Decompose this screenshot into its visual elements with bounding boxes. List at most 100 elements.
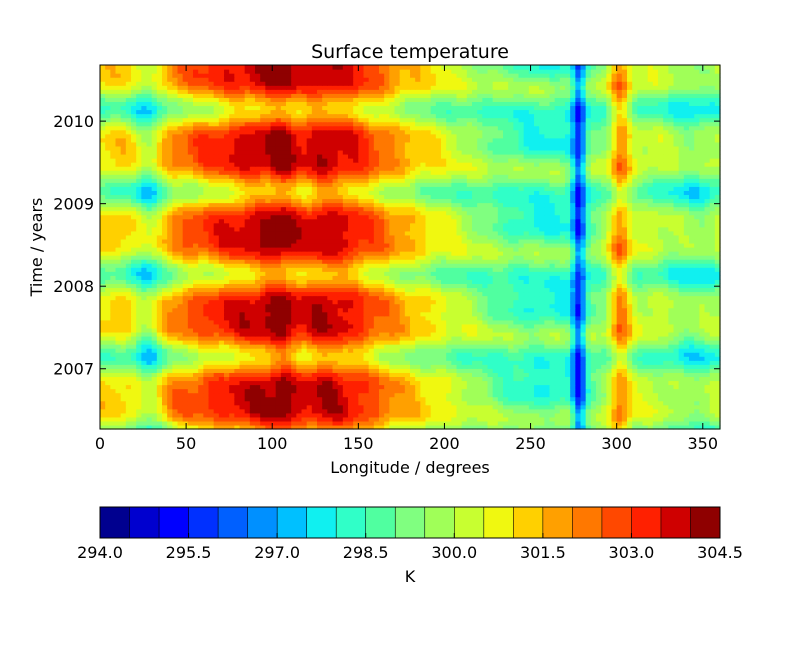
heatmap-cell (508, 348, 514, 353)
heatmap-cell (621, 295, 628, 301)
heatmap-cell (208, 291, 215, 297)
heatmap-cell (570, 348, 576, 353)
heatmap-cell (497, 319, 504, 325)
heatmap-cell (513, 388, 520, 394)
heatmap-cell (606, 267, 613, 272)
heatmap-cell (632, 364, 638, 369)
heatmap-cell (203, 267, 210, 272)
heatmap-cell (704, 275, 711, 280)
heatmap-cell (709, 307, 716, 313)
heatmap-cell (689, 420, 695, 426)
heatmap-cell (446, 416, 452, 422)
heatmap-cell (678, 340, 685, 345)
heatmap-cell (141, 412, 148, 418)
heatmap-cell (301, 327, 308, 333)
heatmap-cell (435, 271, 442, 276)
heatmap-cell (311, 275, 318, 280)
heatmap-cell (141, 311, 148, 317)
heatmap-cell (394, 287, 401, 293)
heatmap-cell (337, 424, 344, 430)
heatmap-cell (337, 404, 344, 410)
heatmap-cell (616, 388, 623, 394)
heatmap-cell (265, 360, 272, 365)
heatmap-cell (699, 327, 706, 333)
heatmap-cell (348, 384, 354, 390)
heatmap-cell (120, 400, 127, 406)
heatmap-cell (466, 319, 473, 325)
heatmap-cell (141, 271, 148, 276)
heatmap-cell (446, 315, 452, 321)
heatmap-cell (435, 364, 442, 369)
heatmap-cell (441, 396, 447, 402)
heatmap-cell (280, 319, 287, 325)
heatmap-cell (647, 408, 654, 414)
heatmap-cell (627, 392, 633, 398)
heatmap-cell (451, 356, 458, 361)
heatmap-cell (162, 340, 168, 345)
heatmap-cell (658, 424, 664, 430)
heatmap-cell (389, 259, 396, 264)
heatmap-cell (637, 271, 644, 276)
heatmap-cell (156, 356, 163, 361)
heatmap-cell (709, 420, 716, 426)
heatmap-cell (394, 271, 401, 276)
heatmap-cell (399, 424, 406, 430)
heatmap-cell (156, 392, 163, 398)
heatmap-cell (249, 420, 256, 426)
heatmap-cell (544, 396, 551, 402)
heatmap-cell (425, 424, 432, 430)
heatmap-cell (156, 327, 163, 333)
heatmap-cell (683, 283, 690, 289)
heatmap-cell (306, 295, 313, 301)
heatmap-cell (477, 364, 483, 369)
heatmap-cell (120, 267, 127, 272)
heatmap-cell (410, 323, 416, 329)
heatmap-cell (663, 287, 669, 293)
heatmap-cell (549, 372, 556, 378)
heatmap-cell (652, 380, 659, 386)
heatmap-cell (311, 348, 318, 353)
heatmap-cell (125, 348, 132, 353)
heatmap-cell (523, 311, 530, 317)
heatmap-cell (100, 404, 106, 410)
heatmap-cell (239, 311, 246, 317)
heatmap-cell (482, 299, 489, 305)
heatmap-cell (601, 279, 607, 284)
heatmap-cell (523, 384, 530, 390)
heatmap-cell (658, 283, 664, 289)
heatmap-cell (177, 259, 184, 264)
heatmap-cell (678, 303, 685, 309)
heatmap-cell (621, 311, 628, 317)
heatmap-cell (208, 283, 215, 289)
heatmap-cell (172, 408, 179, 414)
heatmap-cell (317, 267, 323, 272)
heatmap-cell (249, 315, 256, 321)
heatmap-cell (580, 271, 587, 276)
heatmap-cell (544, 279, 551, 284)
heatmap-cell (647, 323, 654, 329)
heatmap-cell (668, 364, 675, 369)
heatmap-cell (244, 263, 251, 268)
heatmap-cell (461, 315, 468, 321)
heatmap-cell (410, 392, 416, 398)
heatmap-cell (482, 295, 489, 301)
heatmap-cell (322, 376, 328, 382)
heatmap-cell (306, 360, 313, 365)
heatmap-cell (446, 392, 452, 398)
heatmap-cell (125, 267, 132, 272)
heatmap-cell (162, 263, 168, 268)
heatmap-cell (141, 352, 148, 357)
heatmap-cell (193, 356, 199, 361)
heatmap-cell (327, 408, 334, 414)
heatmap-cell (461, 392, 468, 398)
heatmap-cell (487, 263, 494, 268)
heatmap-cell (709, 376, 716, 382)
heatmap-cell (136, 344, 142, 349)
heatmap-cell (523, 344, 530, 349)
heatmap-cell (255, 315, 261, 321)
heatmap-cell (678, 416, 685, 422)
heatmap-cell (115, 424, 122, 430)
heatmap-cell (466, 287, 473, 293)
heatmap-cell (611, 331, 618, 337)
heatmap-cell (544, 323, 551, 329)
